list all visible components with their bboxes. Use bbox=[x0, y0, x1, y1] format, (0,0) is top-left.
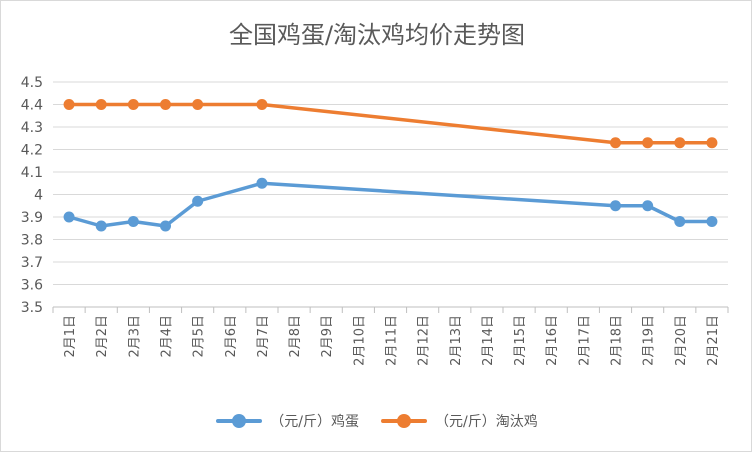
x-tick-label: 2月10日 bbox=[352, 315, 367, 366]
data-point-series-0 bbox=[192, 195, 204, 207]
data-point-series-0 bbox=[642, 200, 654, 212]
data-point-series-0 bbox=[127, 216, 139, 227]
data-point-series-0 bbox=[256, 177, 268, 189]
series-line-0 bbox=[67, 181, 714, 228]
series-line-1 bbox=[67, 102, 714, 145]
legend-label-culled-hen: （元/斤）淘汰鸡 bbox=[435, 414, 538, 430]
x-tick-label: 2月4日 bbox=[160, 315, 175, 358]
legend-swatch-culled-hen bbox=[381, 414, 427, 428]
y-tick-3.6: 3.6 bbox=[21, 278, 43, 294]
legend: （元/斤）鸡蛋 （元/斤）淘汰鸡 bbox=[1, 409, 752, 433]
data-point-series-0 bbox=[63, 211, 75, 223]
chart-title: 全国鸡蛋/淘汰鸡均价走势图 bbox=[228, 21, 526, 49]
x-tick-label: 2月3日 bbox=[127, 315, 142, 358]
data-point-series-0 bbox=[610, 200, 621, 212]
x-tick-label: 2月15日 bbox=[513, 315, 528, 366]
data-point-series-1 bbox=[642, 137, 654, 149]
y-tick-4.2: 4.2 bbox=[21, 143, 43, 159]
x-axis-tick-labels: 2月1日 2月2日 2月3日 2月4日 2月5日 2月6日 2月7日 2月8日 2月9日 2月10… bbox=[63, 315, 721, 366]
x-tick-label: 2月16日 bbox=[545, 315, 560, 366]
legend-label-egg: （元/斤）鸡蛋 bbox=[270, 414, 359, 430]
x-tick-label: 2月2日 bbox=[95, 315, 110, 358]
y-tick-4.3: 4.3 bbox=[21, 120, 43, 136]
x-tick-label: 2月11日 bbox=[385, 315, 400, 366]
y-tick-4.1: 4.1 bbox=[21, 165, 43, 181]
data-point-series-0 bbox=[674, 216, 686, 227]
data-point-series-0 bbox=[160, 220, 171, 232]
data-point-series-1 bbox=[674, 137, 686, 149]
data-point-series-0 bbox=[95, 220, 107, 232]
x-tick-label: 2月8日 bbox=[288, 315, 303, 358]
y-tick-3.7: 3.7 bbox=[21, 255, 43, 271]
data-point-series-1 bbox=[706, 137, 718, 149]
x-tick-label: 2月19日 bbox=[642, 315, 657, 366]
x-tick-label: 2月18日 bbox=[610, 315, 625, 366]
data-point-series-1 bbox=[160, 99, 171, 110]
y-tick-4.5: 4.5 bbox=[21, 75, 43, 91]
legend-item-egg: （元/斤）鸡蛋 bbox=[216, 411, 359, 431]
axes bbox=[52, 306, 729, 313]
series-lines bbox=[63, 99, 718, 232]
x-tick-label: 2月7日 bbox=[256, 315, 271, 358]
x-tick-label: 2月14日 bbox=[481, 315, 496, 366]
y-tick-4: 4 bbox=[34, 188, 43, 204]
y-tick-3.8: 3.8 bbox=[21, 233, 43, 249]
data-point-series-1 bbox=[610, 137, 621, 149]
y-tick-4.4: 4.4 bbox=[21, 98, 43, 114]
y-tick-3.9: 3.9 bbox=[21, 210, 43, 226]
x-tick-label: 2月5日 bbox=[192, 315, 207, 358]
x-tick-label: 2月21日 bbox=[706, 315, 721, 366]
data-point-series-1 bbox=[127, 99, 139, 110]
data-point-series-0 bbox=[706, 216, 718, 227]
data-point-series-1 bbox=[95, 99, 107, 110]
data-point-series-1 bbox=[63, 99, 75, 110]
x-tick-label: 2月17日 bbox=[577, 315, 592, 366]
data-point-series-1 bbox=[192, 99, 204, 110]
y-tick-3.5: 3.5 bbox=[21, 300, 43, 316]
gridlines bbox=[53, 81, 728, 285]
legend-swatch-egg bbox=[216, 414, 263, 428]
x-tick-label: 2月9日 bbox=[320, 315, 335, 358]
legend-item-culled-hen: （元/斤）淘汰鸡 bbox=[381, 411, 538, 431]
data-point-series-1 bbox=[256, 99, 268, 110]
x-tick-label: 2月20日 bbox=[674, 315, 689, 366]
y-axis-tick-labels: 3.5 3.6 3.7 3.8 3.9 4 4.1 4.2 4.3 4.4 4.5 bbox=[21, 75, 43, 316]
x-tick-label: 2月13日 bbox=[449, 315, 464, 366]
x-tick-label: 2月6日 bbox=[224, 315, 239, 358]
x-tick-label: 2月12日 bbox=[417, 315, 432, 366]
x-tick-label: 2月1日 bbox=[63, 315, 78, 358]
